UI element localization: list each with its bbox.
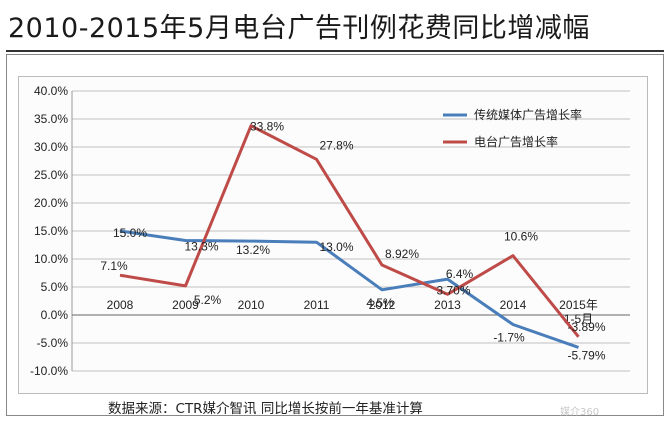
data-label: -1.7% — [493, 331, 525, 345]
y-tick-label: 40.0% — [34, 84, 68, 98]
x-tick-label: 1-5月 — [564, 312, 593, 326]
x-tick-label: 2010 — [238, 298, 265, 312]
data-label: -3.89% — [567, 320, 605, 334]
y-tick-label: -10.0% — [30, 364, 68, 378]
chart-frame — [6, 54, 664, 416]
data-label: -5.79% — [567, 348, 605, 362]
y-tick-label: 15.0% — [34, 224, 68, 238]
data-label: 6.4% — [446, 267, 474, 281]
y-tick-label: 0.0% — [41, 308, 69, 322]
data-label: 5.2% — [194, 293, 222, 307]
series-line-2 — [119, 124, 580, 338]
x-tick-label: 2008 — [107, 298, 134, 312]
data-label: 8.92% — [385, 247, 419, 261]
x-tick-label: 2014 — [500, 298, 527, 312]
legend-label: 传统媒体广告增长率 — [474, 107, 582, 122]
plot-panel — [18, 76, 648, 394]
x-tick-label: 2012 — [369, 298, 396, 312]
data-label: 10.6% — [504, 230, 538, 244]
data-label: 15.0% — [113, 226, 147, 240]
data-label: 13.3% — [184, 240, 218, 254]
data-label: 33.8% — [250, 120, 284, 134]
data-label: 4.5% — [366, 296, 394, 310]
data-label: 13.0% — [319, 240, 353, 254]
data-label: 27.8% — [319, 138, 353, 152]
page-title: 2010-2015年5月电台广告刊例花费同比增减幅 — [8, 13, 590, 44]
series-line-1 — [119, 229, 579, 349]
x-tick-label: 2009 — [172, 298, 199, 312]
x-tick-label: 2015年 — [559, 298, 598, 312]
legend-label: 电台广告增长率 — [474, 134, 558, 149]
y-tick-label: 10.0% — [34, 252, 68, 266]
data-label: 7.1% — [100, 259, 128, 273]
x-tick-label: 2013 — [434, 298, 461, 312]
title-divider — [6, 50, 664, 52]
source-note: 数据来源：CTR媒介智讯 同比增长按前一年基准计算 — [108, 401, 423, 417]
y-tick-label: 35.0% — [34, 112, 68, 126]
x-tick-label: 2011 — [304, 298, 330, 312]
y-tick-label: 25.0% — [34, 168, 68, 182]
watermark: 媒介360 — [560, 407, 600, 418]
data-label: 13.2% — [236, 243, 270, 257]
data-label: 3.70% — [436, 283, 470, 297]
y-tick-label: 5.0% — [41, 280, 69, 294]
y-tick-label: 30.0% — [34, 140, 68, 154]
y-tick-label: -5.0% — [37, 336, 69, 350]
y-tick-label: 20.0% — [34, 196, 68, 210]
